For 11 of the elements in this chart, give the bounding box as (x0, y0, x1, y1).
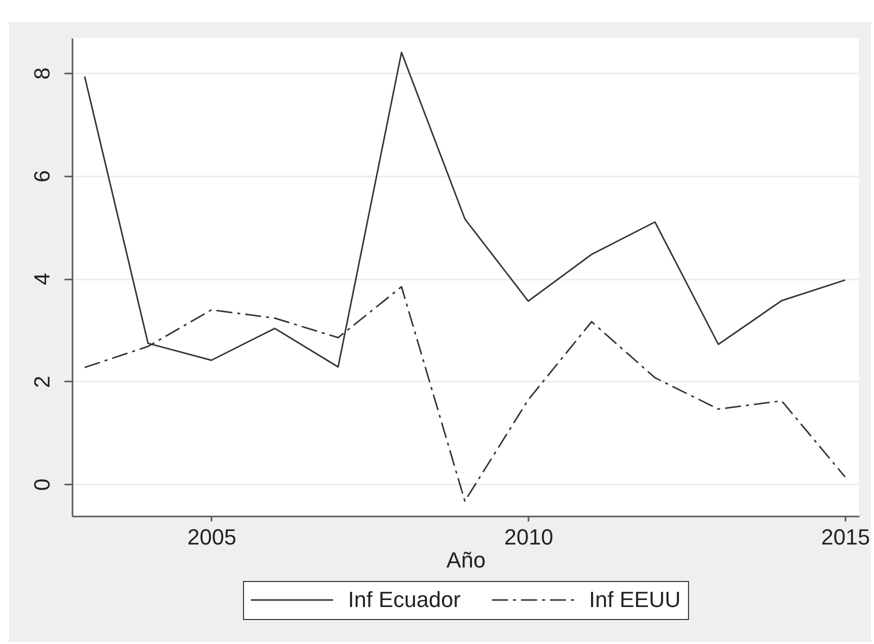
x-axis-title: Año (446, 548, 486, 572)
x-tick-label: 2015 (821, 524, 870, 550)
y-tick-label: 8 (30, 67, 54, 80)
y-tick-label: 6 (30, 170, 54, 182)
legend-label: Inf Ecuador (348, 587, 461, 612)
x-tick-label: 2005 (187, 524, 236, 550)
legend-label: Inf EEUU (589, 587, 681, 612)
x-tick-label: 2010 (504, 524, 554, 550)
y-tick-label: 0 (30, 478, 54, 491)
y-tick-label: 2 (30, 376, 54, 388)
y-tick-label: 4 (30, 272, 54, 286)
